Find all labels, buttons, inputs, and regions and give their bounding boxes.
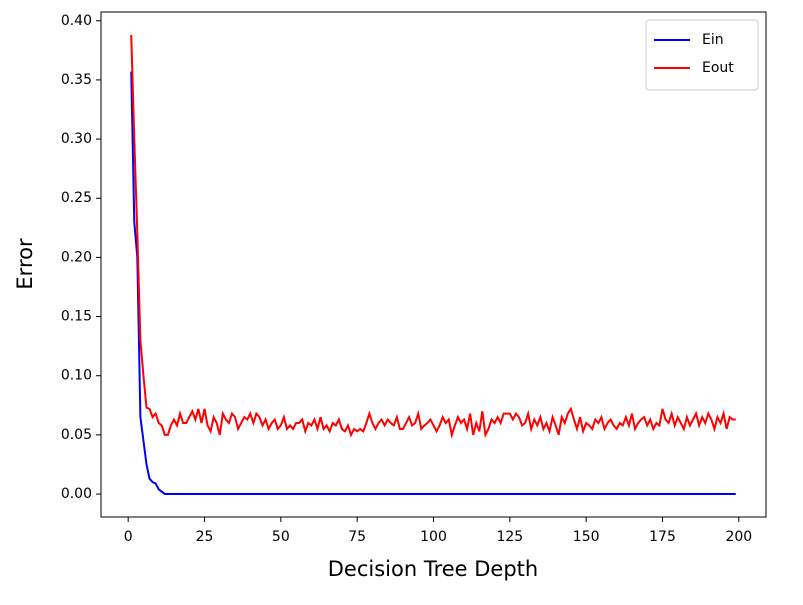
y-tick-label: 0.00: [61, 486, 92, 502]
x-tick-label: 150: [573, 529, 600, 545]
y-tick-label: 0.40: [61, 13, 92, 29]
y-tick-label: 0.20: [61, 249, 92, 265]
y-tick-label: 0.05: [61, 427, 92, 443]
line-ein: [130, 71, 736, 496]
x-tick-label: 200: [725, 529, 752, 545]
legend-label: Eout: [702, 60, 734, 76]
y-tick-label: 0.10: [61, 368, 92, 384]
x-tick-label: 100: [420, 529, 447, 545]
legend-box: [645, 19, 759, 91]
y-tick-label: 0.25: [61, 190, 92, 206]
x-tick-label: 50: [272, 529, 290, 545]
y-axis-label: Error: [13, 238, 37, 290]
x-tick-label: 75: [348, 529, 366, 545]
y-tick-label: 0.35: [61, 72, 92, 88]
x-tick-label: 0: [124, 529, 133, 545]
line-eout: [130, 34, 736, 439]
x-tick-label: 125: [496, 529, 523, 545]
legend-label: Ein: [702, 32, 724, 48]
x-tick-label: 25: [196, 529, 214, 545]
x-axis-label: Decision Tree Depth: [328, 557, 538, 581]
x-tick-label: 175: [649, 529, 676, 545]
y-tick-label: 0.15: [61, 309, 92, 325]
y-tick-label: 0.30: [61, 131, 92, 147]
